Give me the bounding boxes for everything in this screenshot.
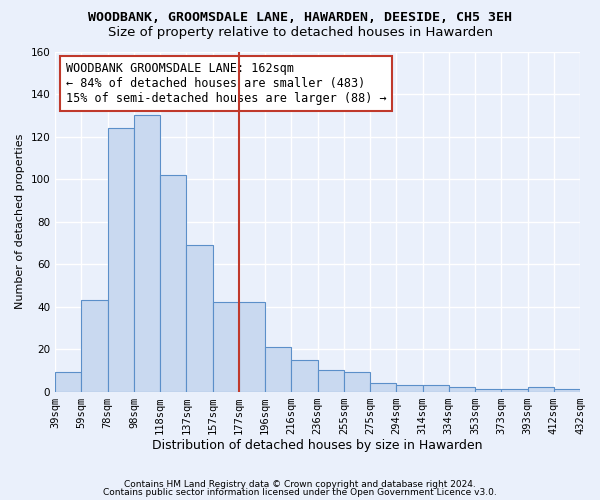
Bar [449, 388, 475, 392]
Text: WOODBANK GROOMSDALE LANE: 162sqm
← 84% of detached houses are smaller (483)
15% : WOODBANK GROOMSDALE LANE: 162sqm ← 84% o… [65, 62, 386, 104]
Bar [501, 390, 527, 392]
Bar [187, 245, 212, 392]
Bar [107, 128, 134, 392]
Text: Size of property relative to detached houses in Hawarden: Size of property relative to detached ho… [107, 26, 493, 39]
Bar [134, 116, 160, 392]
Bar [82, 300, 107, 392]
Bar [344, 372, 370, 392]
Bar [527, 388, 554, 392]
Bar [475, 390, 501, 392]
Bar [265, 347, 292, 392]
Bar [422, 385, 449, 392]
Bar [212, 302, 239, 392]
Bar [55, 372, 82, 392]
Bar [554, 390, 580, 392]
Bar [317, 370, 344, 392]
Text: WOODBANK, GROOMSDALE LANE, HAWARDEN, DEESIDE, CH5 3EH: WOODBANK, GROOMSDALE LANE, HAWARDEN, DEE… [88, 11, 512, 24]
Text: Contains HM Land Registry data © Crown copyright and database right 2024.: Contains HM Land Registry data © Crown c… [124, 480, 476, 489]
Bar [397, 385, 422, 392]
Y-axis label: Number of detached properties: Number of detached properties [15, 134, 25, 309]
X-axis label: Distribution of detached houses by size in Hawarden: Distribution of detached houses by size … [152, 440, 483, 452]
Bar [370, 383, 397, 392]
Text: Contains public sector information licensed under the Open Government Licence v3: Contains public sector information licen… [103, 488, 497, 497]
Bar [160, 175, 187, 392]
Bar [239, 302, 265, 392]
Bar [292, 360, 317, 392]
